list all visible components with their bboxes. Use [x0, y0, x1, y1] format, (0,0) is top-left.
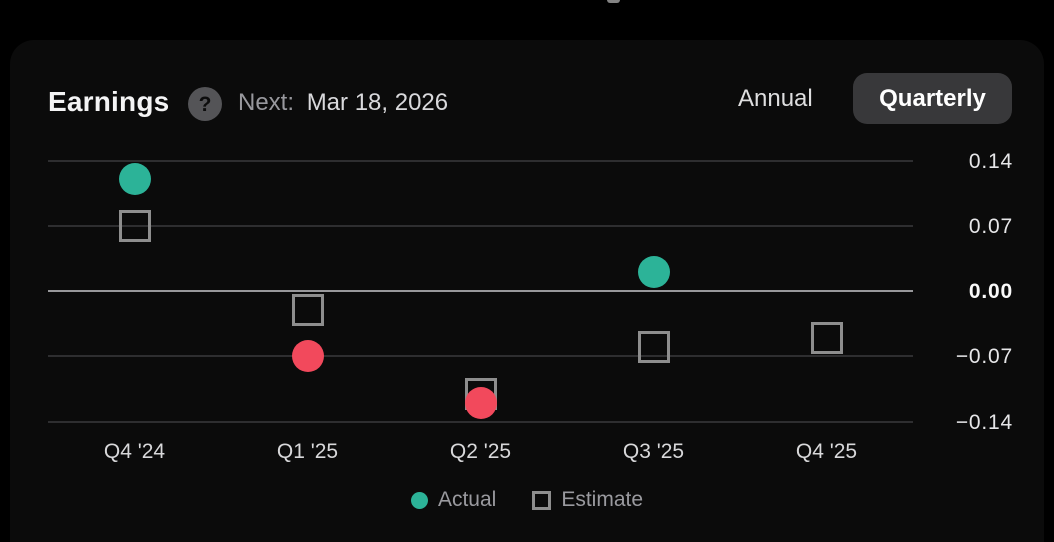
gridline [48, 224, 913, 227]
gridline [48, 355, 913, 358]
clipped-text-artifact [607, 0, 620, 3]
actual-point [118, 163, 151, 196]
page-title: Earnings [48, 86, 170, 117]
estimate-point [291, 293, 324, 326]
estimate-legend-label: Estimate [561, 488, 644, 511]
estimate-point [810, 321, 843, 354]
gridline [48, 420, 913, 423]
estimate-point [637, 330, 670, 363]
y-tick-label: −0.07 [955, 345, 1013, 369]
question-mark-glyph: ? [198, 92, 212, 116]
gridline [48, 159, 913, 162]
x-tick-label: Q4 '24 [103, 440, 166, 463]
help-icon[interactable]: ? [188, 87, 222, 121]
estimate-point [118, 209, 151, 242]
x-tick-label: Q4 '25 [795, 440, 858, 463]
actual-legend-icon [410, 491, 428, 509]
next-earnings-label: Next: [238, 89, 295, 116]
next-earnings-date: Mar 18, 2026 [306, 89, 449, 116]
actual-point [464, 386, 497, 419]
chart-legend: Actual Estimate [0, 488, 1054, 512]
y-tick-label: 0.00 [968, 280, 1013, 303]
x-tick-label: Q2 '25 [449, 440, 512, 463]
y-tick-label: 0.07 [968, 214, 1013, 238]
zero-gridline [48, 290, 913, 292]
actual-point [637, 256, 670, 289]
x-tick-label: Q3 '25 [622, 440, 685, 463]
actual-point [291, 340, 324, 373]
x-tick-label: Q1 '25 [276, 440, 339, 463]
annual-toggle-button[interactable]: Annual [722, 74, 829, 124]
actual-legend-label: Actual [437, 488, 497, 511]
y-tick-label: −0.14 [955, 410, 1013, 434]
next-earnings: Next: Mar 18, 2026 [238, 89, 448, 117]
y-tick-label: 0.14 [968, 149, 1013, 173]
quarterly-toggle-button[interactable]: Quarterly [853, 73, 1012, 124]
estimate-legend-icon [532, 490, 552, 510]
